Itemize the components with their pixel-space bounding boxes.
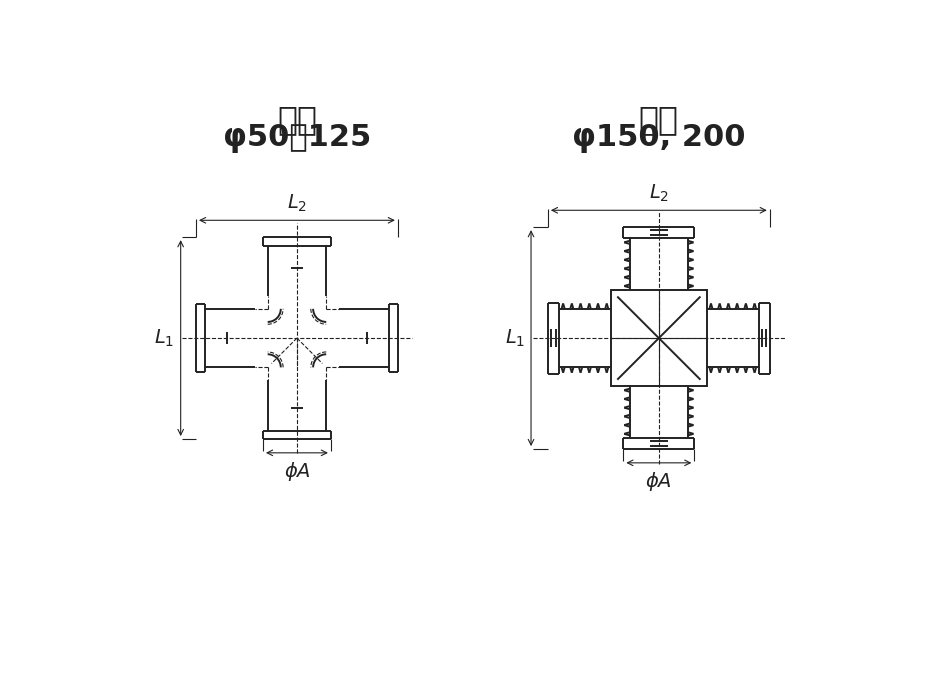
Text: $\phi A$: $\phi A$ [646,470,672,493]
Text: $L_1$: $L_1$ [154,328,175,349]
Text: φ50～125: φ50～125 [223,124,371,153]
Text: $L_2$: $L_2$ [649,183,669,204]
Text: $L_1$: $L_1$ [505,328,525,349]
Bar [611,290,707,386]
Text: φ150, 200: φ150, 200 [572,124,745,153]
Text: $L_2$: $L_2$ [287,193,307,214]
Text: 同径: 同径 [277,103,317,136]
Text: $\phi A$: $\phi A$ [284,460,310,483]
Text: 同径: 同径 [639,103,679,136]
